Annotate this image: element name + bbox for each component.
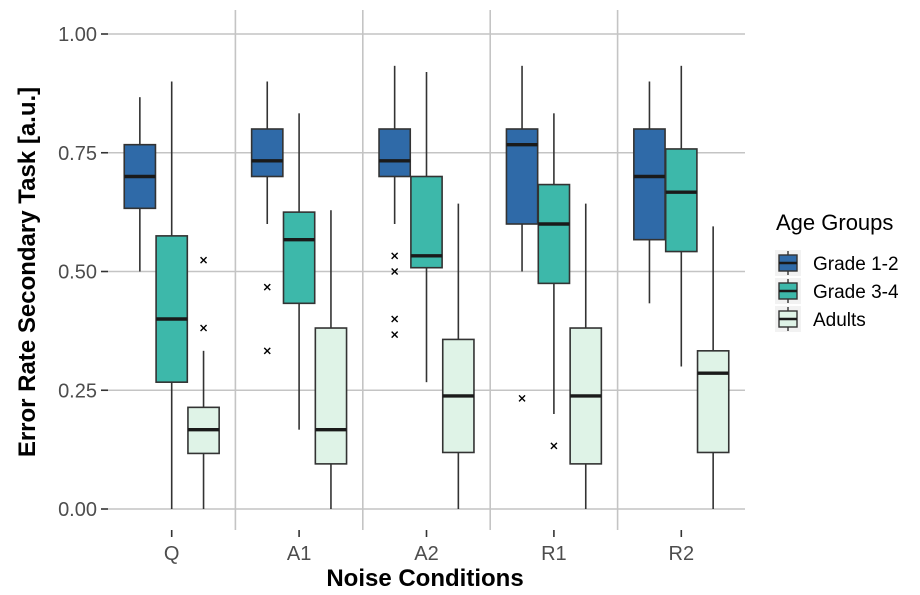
box-iqr [155,235,189,383]
box-adults-a2 [441,203,475,509]
outlier-point [550,442,558,450]
outlier-point [200,256,208,264]
box-grade-1-2-a1 [250,81,284,355]
box-iqr [664,148,698,253]
legend-item-grade-3-4: Grade 3-4 [775,278,899,304]
box-iqr [537,183,571,285]
axis-layer: 0.00 0.25 0.50 0.75 1.00 Q A1 A2 R1 R2 [58,24,694,565]
box-iqr [696,350,730,454]
box-grade-3-4-a2 [410,72,443,383]
box-adults-r2 [696,226,730,509]
box-grade-1-2-r1 [505,65,539,402]
box-grade-3-4-r2 [664,65,698,367]
legend-label: Grade 3-4 [813,282,899,303]
y-tick-label-1: 0.25 [58,380,97,402]
box-adults-r1 [569,203,603,509]
x-tick-label-a1: A1 [287,543,311,565]
legend: Age Groups Grade 1-2 Grade 3-4 Adults [775,210,899,332]
box-iqr [410,175,443,269]
box-iqr [282,211,316,305]
x-tick-label-q: Q [164,543,180,565]
y-axis-title: Error Rate Secondary Task [a.u.] [14,87,41,457]
box-grade-1-2-r2 [633,81,666,304]
outlier-point [200,324,208,332]
box-grade-3-4-r1 [537,113,571,450]
y-tick-label-4: 1.00 [58,24,97,46]
box-grade-1-2-a2 [378,65,412,339]
legend-label: Adults [813,310,866,331]
box-grade-3-4-q [155,81,189,509]
box-iqr [633,128,666,241]
outlier-point [263,347,271,355]
box-iqr [250,128,284,178]
outlier-point [391,252,399,260]
y-tick-label-2: 0.50 [58,262,97,284]
legend-label: Grade 1-2 [813,254,899,275]
grid-layer [108,10,745,530]
box-adults-q [187,256,220,509]
outlier-point [263,283,271,291]
box-grade-1-2-q [123,97,157,272]
outlier-point [391,331,399,339]
outlier-point [518,394,526,402]
x-tick-label-r2: R2 [669,543,695,565]
y-tick-label-0: 0.00 [58,499,97,521]
box-iqr [314,327,348,465]
legend-item-adults: Adults [775,306,866,332]
box-iqr [378,128,412,178]
outlier-point [391,315,399,323]
legend-item-grade-1-2: Grade 1-2 [775,250,899,276]
x-tick-label-r1: R1 [541,543,567,565]
x-tick-label-a2: A2 [414,543,438,565]
legend-title: Age Groups [776,210,893,235]
box-layer [123,65,730,509]
box-grade-3-4-a1 [282,113,316,430]
box-adults-a1 [314,210,348,509]
outlier-point [391,268,399,275]
x-axis-title: Noise Conditions [326,565,523,592]
y-tick-label-3: 0.75 [58,143,97,165]
